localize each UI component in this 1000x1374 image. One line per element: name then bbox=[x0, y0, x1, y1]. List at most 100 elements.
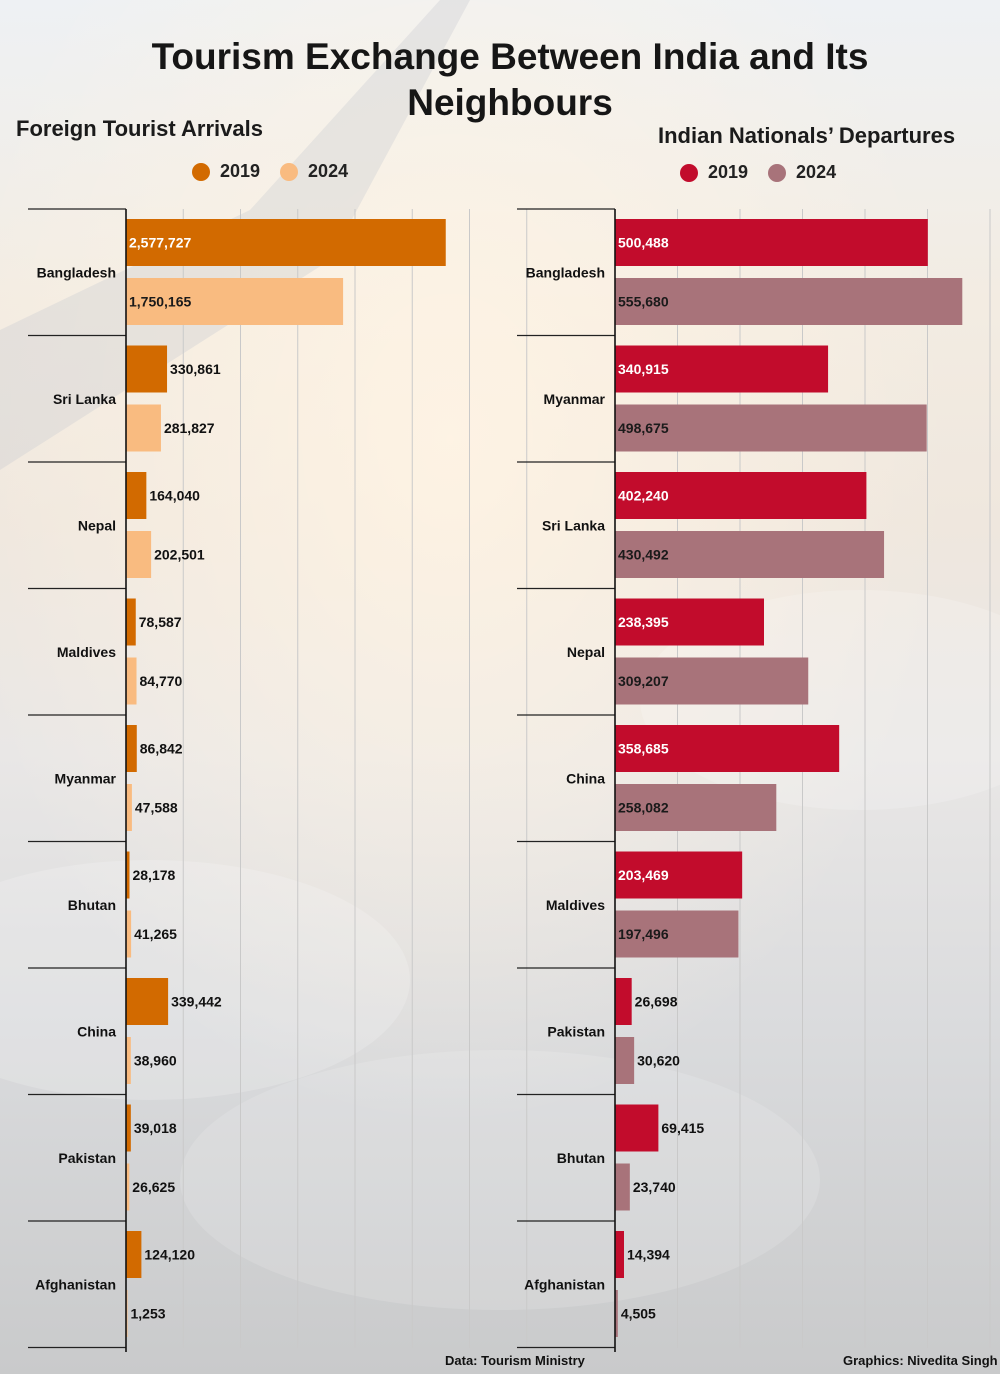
left-value-label: 38,960 bbox=[134, 1053, 177, 1069]
left-legend-swatch-2019 bbox=[192, 162, 210, 181]
right-value-label: 26,698 bbox=[635, 994, 678, 1010]
right-value-label: 23,740 bbox=[633, 1179, 676, 1195]
right-bar-2019 bbox=[615, 219, 928, 266]
left-category-label: Afghanistan bbox=[35, 1276, 116, 1292]
right-category-label: China bbox=[566, 770, 605, 786]
right-value-label: 340,915 bbox=[618, 361, 669, 377]
right-bar-2019 bbox=[615, 851, 743, 899]
left-bar-2024 bbox=[126, 1037, 131, 1084]
left-legend-swatch-2024 bbox=[280, 162, 299, 181]
right-bar-2024 bbox=[615, 531, 885, 578]
right-bar-2019 bbox=[615, 472, 867, 519]
left-category-label: Maldives bbox=[57, 644, 116, 660]
right-legend-label-2024: 2024 bbox=[796, 162, 837, 182]
right-value-label: 555,680 bbox=[618, 294, 669, 310]
left-category-label: Bhutan bbox=[68, 897, 116, 913]
right-bar-2019 bbox=[615, 978, 632, 1025]
right-legend-item-2019: 2019 bbox=[680, 162, 748, 183]
left-value-label: 164,040 bbox=[149, 488, 200, 504]
left-value-label: 202,501 bbox=[154, 547, 205, 563]
right-bar-2019 bbox=[615, 1231, 624, 1278]
right-value-label: 500,488 bbox=[618, 235, 669, 251]
right-bar-2019 bbox=[615, 598, 764, 646]
left-value-label: 47,588 bbox=[135, 800, 178, 816]
right-value-label: 498,675 bbox=[618, 420, 669, 436]
left-bar-2024 bbox=[126, 910, 132, 958]
right-category-label: Myanmar bbox=[544, 391, 606, 407]
left-category-label: Pakistan bbox=[58, 1150, 116, 1166]
right-bar-2024 bbox=[615, 1163, 630, 1211]
right-value-label: 430,492 bbox=[618, 547, 669, 563]
left-legend-item-2024: 2024 bbox=[280, 161, 348, 182]
right-bar-2024 bbox=[615, 278, 963, 325]
right-legend: 2019 2024 bbox=[680, 162, 856, 183]
right-bar-2019 bbox=[615, 725, 840, 772]
source-note: Data: Tourism Ministry bbox=[445, 1353, 585, 1368]
left-value-label: 281,827 bbox=[164, 420, 215, 436]
left-bar-2019 bbox=[126, 1104, 131, 1152]
left-legend-label-2019: 2019 bbox=[220, 161, 261, 181]
left-bar-2024 bbox=[126, 531, 152, 578]
left-category-label: China bbox=[77, 1023, 116, 1039]
right-value-label: 30,620 bbox=[637, 1053, 680, 1069]
right-value-label: 238,395 bbox=[618, 614, 669, 630]
right-bar-2019 bbox=[615, 345, 829, 393]
right-category-label: Pakistan bbox=[547, 1023, 605, 1039]
left-category-label: Bangladesh bbox=[37, 264, 116, 280]
right-value-label: 69,415 bbox=[661, 1120, 704, 1136]
left-category-label: Sri Lanka bbox=[53, 391, 116, 407]
right-bar-2019 bbox=[615, 1104, 659, 1152]
left-bar-2024 bbox=[126, 784, 132, 831]
right-bar-2024 bbox=[615, 784, 777, 831]
left-legend: 2019 2024 bbox=[192, 161, 368, 182]
right-category-label: Maldives bbox=[546, 897, 605, 913]
left-value-label: 124,120 bbox=[144, 1247, 195, 1263]
left-value-label: 1,750,165 bbox=[129, 294, 191, 310]
left-bar-2019 bbox=[126, 345, 168, 393]
left-bar-2019 bbox=[126, 978, 169, 1025]
left-bar-2024 bbox=[126, 404, 161, 452]
left-value-label: 339,442 bbox=[171, 994, 222, 1010]
left-bar-2019 bbox=[126, 1231, 142, 1278]
right-value-label: 203,469 bbox=[618, 867, 669, 883]
right-legend-swatch-2019 bbox=[680, 163, 698, 182]
right-value-label: 309,207 bbox=[618, 673, 669, 689]
right-category-label: Afghanistan bbox=[524, 1276, 605, 1292]
right-bar-2024 bbox=[615, 910, 739, 958]
right-value-label: 4,505 bbox=[621, 1306, 656, 1322]
graphics-credit: Graphics: Nivedita Singh bbox=[843, 1353, 998, 1368]
left-bar-2019 bbox=[126, 851, 130, 899]
left-value-label: 84,770 bbox=[140, 673, 183, 689]
left-bar-2024 bbox=[126, 1163, 130, 1211]
right-bar-2024 bbox=[615, 1290, 618, 1337]
right-value-label: 14,394 bbox=[627, 1247, 670, 1263]
left-legend-item-2019: 2019 bbox=[192, 161, 260, 182]
left-bar-2019 bbox=[126, 725, 137, 772]
right-bar-2024 bbox=[615, 404, 927, 452]
left-panel-title: Foreign Tourist Arrivals bbox=[16, 116, 263, 141]
left-value-label: 330,861 bbox=[170, 361, 221, 377]
left-bar-2024 bbox=[126, 278, 344, 325]
left-value-label: 1,253 bbox=[131, 1306, 166, 1322]
left-bar-2019 bbox=[126, 598, 136, 646]
right-panel-title: Indian Nationals’ Departures bbox=[658, 123, 956, 148]
left-bar-2024 bbox=[126, 657, 137, 705]
right-category-label: Nepal bbox=[567, 644, 605, 660]
left-legend-label-2024: 2024 bbox=[308, 161, 349, 181]
left-bar-2019 bbox=[126, 219, 446, 266]
right-value-label: 197,496 bbox=[618, 926, 669, 942]
right-bar-2024 bbox=[615, 1037, 635, 1084]
right-category-label: Bangladesh bbox=[526, 264, 605, 280]
left-bar-2019 bbox=[126, 472, 147, 519]
left-value-label: 26,625 bbox=[132, 1179, 175, 1195]
right-legend-label-2019: 2019 bbox=[708, 162, 749, 182]
right-bar-2024 bbox=[615, 657, 809, 705]
right-category-label: Bhutan bbox=[557, 1150, 605, 1166]
left-category-label: Myanmar bbox=[55, 770, 117, 786]
right-value-label: 258,082 bbox=[618, 800, 669, 816]
main-title: Tourism Exchange Between India and Its N… bbox=[151, 36, 869, 123]
left-value-label: 39,018 bbox=[134, 1120, 177, 1136]
left-value-label: 78,587 bbox=[139, 614, 182, 630]
right-value-label: 358,685 bbox=[618, 741, 669, 757]
